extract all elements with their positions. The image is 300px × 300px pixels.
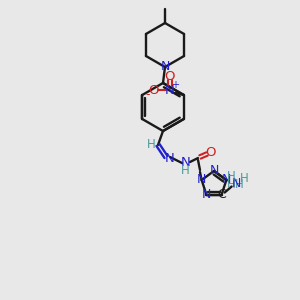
Text: H: H [240,172,249,185]
Text: N: N [232,177,241,190]
Text: N: N [165,152,175,164]
Text: C: C [217,188,226,201]
Text: H: H [235,178,244,191]
Text: H: H [227,170,236,183]
Text: O: O [148,83,159,97]
Text: N: N [181,155,191,169]
Text: N: N [222,173,231,187]
Text: H: H [147,137,155,151]
Text: H: H [181,164,189,178]
Text: N: N [160,61,170,74]
Text: +: + [171,80,179,90]
Text: N: N [202,188,211,201]
Text: N: N [209,164,219,178]
Text: O: O [205,146,215,160]
Text: -: - [146,88,150,101]
Text: N: N [165,83,175,97]
Text: O: O [164,70,175,83]
Text: H: H [227,178,236,191]
Text: N: N [197,173,206,187]
